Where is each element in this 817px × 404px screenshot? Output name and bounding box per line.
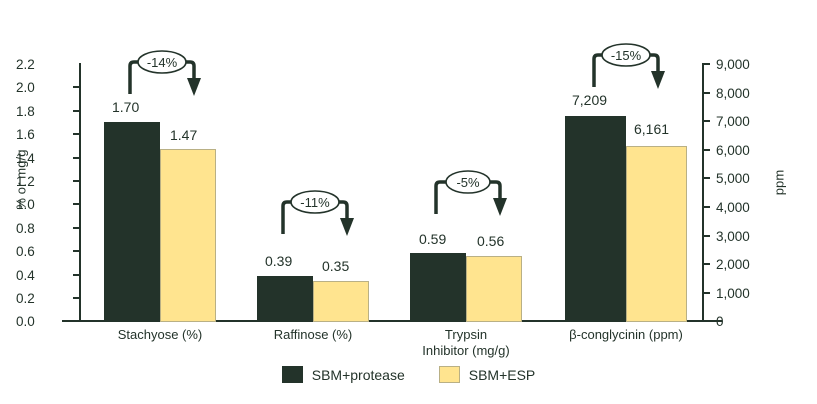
tick-label: 6,000 <box>716 142 750 158</box>
tick-mark <box>73 109 79 112</box>
bar-beta-conglycinin-esp[interactable] <box>626 146 687 322</box>
bar-trypsin-inhibitor-protease[interactable] <box>410 253 466 322</box>
data-label-trypsin-inhibitor-protease: 0.59 <box>419 231 447 247</box>
tick-label: 2.0 <box>16 80 35 96</box>
legend-swatch-icon <box>438 366 460 383</box>
tick-mark <box>73 203 79 206</box>
callout-badge-trypsin-inhibitor: -5% <box>456 175 480 190</box>
tick-label: 7,000 <box>716 114 750 130</box>
data-label-beta-conglycinin-esp: 6,161 <box>634 121 670 137</box>
callout-badge-stachyose: -14% <box>146 55 178 70</box>
tick-mark <box>73 250 79 253</box>
tick-label: 1.2 <box>16 174 35 189</box>
tick-mark <box>704 206 710 208</box>
tick-label: 0.0 <box>16 314 35 330</box>
x-axis-label-beta-conglycinin: β-conglycinin (ppm) <box>569 327 683 342</box>
tick-label: 8,000 <box>716 85 750 101</box>
legend-item-sbm-protease[interactable]: SBM+protease <box>281 366 405 383</box>
bar-stachyose-esp[interactable] <box>160 149 216 322</box>
y-axis-right-line <box>702 63 704 322</box>
tick-label: 2.2 <box>16 57 35 72</box>
data-label-beta-conglycinin-protease: 7,209 <box>572 92 608 108</box>
tick-mark <box>704 291 710 294</box>
tick-label: 1.6 <box>16 127 35 143</box>
tick-mark <box>704 120 710 123</box>
tick-label: 5,000 <box>716 171 750 187</box>
data-label-raffinose-protease: 0.39 <box>265 253 293 269</box>
tick-label: 0.6 <box>16 244 35 260</box>
legend-label: SBM+ESP <box>468 366 536 383</box>
x-axis-label-stachyose: Stachyose (%) <box>117 327 203 342</box>
tick-label: 9,000 <box>716 57 750 72</box>
x-axis-label-trypsin-inhibitor: Trypsin Inhibitor (mg/g) <box>422 327 510 358</box>
tick-label: 2,000 <box>716 257 750 273</box>
tick-mark <box>704 234 710 237</box>
data-label-trypsin-inhibitor-esp: 0.56 <box>477 233 505 249</box>
data-label-raffinose-esp: 0.35 <box>322 258 350 274</box>
bar-raffinose-protease[interactable] <box>257 276 313 322</box>
tick-mark <box>704 177 710 180</box>
tick-label: 0.2 <box>16 291 35 306</box>
y-axis-left-line <box>79 63 81 322</box>
x-axis-label-raffinose: Raffinose (%) <box>273 327 353 342</box>
callout-raffinose: -11% <box>279 190 354 254</box>
legend-item-sbm-esp[interactable]: SBM+ESP <box>438 366 536 383</box>
tick-mark <box>704 63 710 65</box>
callout-badge-beta-conglycinin: -15% <box>610 48 642 63</box>
tick-mark <box>73 180 79 182</box>
tick-label: 0.4 <box>16 267 35 283</box>
plot-area <box>104 116 687 322</box>
tick-label: 0.8 <box>16 220 35 236</box>
tick-mark <box>73 226 79 229</box>
legend: SBM+protease SBM+ESP <box>0 366 817 383</box>
callout-badge-raffinose: -11% <box>300 195 330 210</box>
tick-label: 4,000 <box>716 200 750 215</box>
bar-beta-conglycinin-protease[interactable] <box>565 116 626 322</box>
legend-swatch-icon <box>281 366 303 383</box>
data-label-stachyose-esp: 1.47 <box>170 127 198 143</box>
callout-stachyose: -14% <box>126 50 201 114</box>
tick-mark <box>73 86 79 89</box>
data-label-stachyose-protease: 1.70 <box>112 99 140 115</box>
x-axis-line <box>62 320 722 322</box>
tick-mark <box>73 297 79 299</box>
callout-trypsin-inhibitor: -5% <box>432 170 507 234</box>
tick-mark <box>73 273 79 276</box>
tick-mark <box>704 148 710 151</box>
bar-stachyose-protease[interactable] <box>104 122 160 322</box>
tick-mark <box>704 263 710 266</box>
tick-label: 1.8 <box>16 103 35 119</box>
tick-label: 1,000 <box>716 285 750 301</box>
tick-label: 3,000 <box>716 228 750 244</box>
tick-mark <box>704 91 710 94</box>
legend-label: SBM+protease <box>311 366 405 383</box>
callout-beta-conglycinin: -15% <box>590 43 665 107</box>
bar-trypsin-inhibitor-esp[interactable] <box>466 256 522 322</box>
tick-mark <box>73 156 79 159</box>
tick-mark <box>73 133 79 136</box>
tick-label: 1.4 <box>16 150 35 166</box>
bar-raffinose-esp[interactable] <box>313 281 369 322</box>
tick-label: 1.0 <box>16 197 35 213</box>
